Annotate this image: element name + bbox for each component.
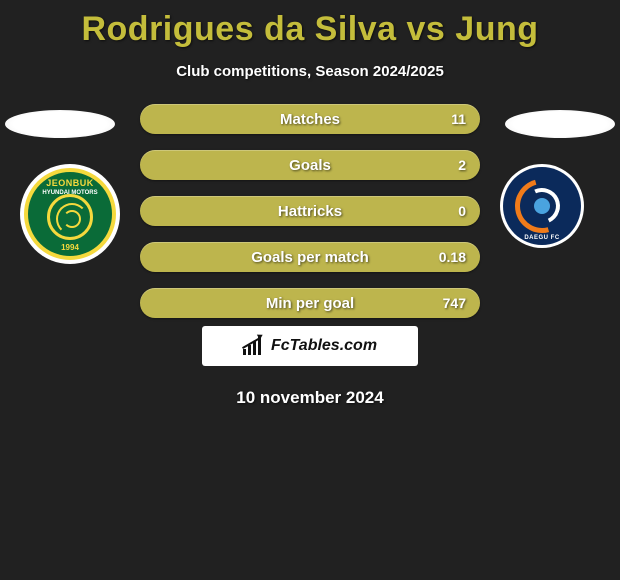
comparison-content: JEONBUK HYUNDAI MOTORS 1994 DAEGU FC Mat… (0, 104, 620, 324)
watermark-badge: FcTables.com (202, 326, 418, 366)
stats-list: Matches 11 Goals 2 Hattricks 0 Goals per… (140, 104, 480, 318)
footer-date: 10 november 2024 (0, 388, 620, 408)
stat-label: Goals (140, 150, 480, 180)
stat-value: 747 (443, 288, 466, 318)
stat-value: 11 (451, 104, 466, 134)
stat-label: Goals per match (140, 242, 480, 272)
jeonbuk-year: 1994 (28, 243, 112, 252)
arrow-up-icon (243, 337, 265, 349)
daegu-badge-icon: DAEGU FC (500, 164, 584, 248)
stat-row-mpg: Min per goal 747 (140, 288, 480, 318)
subtitle: Club competitions, Season 2024/2025 (0, 63, 620, 80)
stat-row-matches: Matches 11 (140, 104, 480, 134)
club-badge-right: DAEGU FC (500, 164, 600, 284)
watermark-text: FcTables.com (271, 337, 377, 355)
stat-row-gpm: Goals per match 0.18 (140, 242, 480, 272)
stat-label: Hattricks (140, 196, 480, 226)
stat-row-hattricks: Hattricks 0 (140, 196, 480, 226)
daegu-text: DAEGU FC (503, 235, 581, 241)
stat-value: 2 (458, 150, 466, 180)
flag-left (5, 110, 115, 138)
stat-row-goals: Goals 2 (140, 150, 480, 180)
page-title: Rodrigues da Silva vs Jung (0, 0, 620, 49)
stat-value: 0 (458, 196, 466, 226)
flag-right (505, 110, 615, 138)
jeonbuk-badge-icon: JEONBUK HYUNDAI MOTORS 1994 (20, 164, 120, 264)
stat-label: Min per goal (140, 288, 480, 318)
jeonbuk-text-top: JEONBUK (28, 178, 112, 188)
stat-label: Matches (140, 104, 480, 134)
club-badge-left: JEONBUK HYUNDAI MOTORS 1994 (20, 164, 120, 284)
stat-value: 0.18 (439, 242, 466, 272)
